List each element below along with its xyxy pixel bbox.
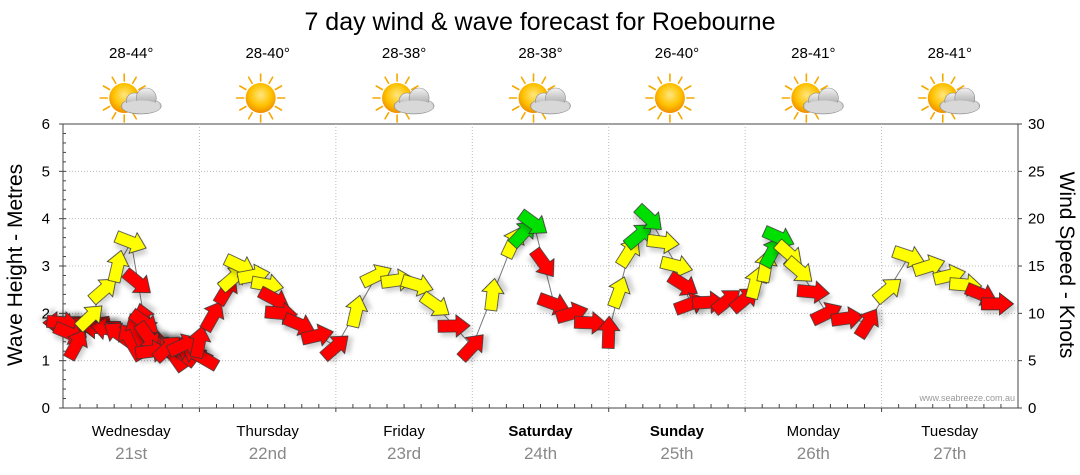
partly-cloudy-icon bbox=[781, 73, 844, 123]
wave-arrow-marker bbox=[853, 308, 879, 341]
left-axis-title: Wave Height - Metres bbox=[4, 164, 27, 366]
wave-arrow-marker bbox=[516, 208, 548, 234]
right-axis: 0 5 10 15 20 25 30 bbox=[1018, 116, 1045, 417]
wave-arrow-marker bbox=[911, 254, 946, 278]
day-name-label: Saturday bbox=[508, 423, 573, 440]
wave-arrow-marker bbox=[106, 249, 130, 284]
day-date-label: 21st bbox=[115, 444, 147, 463]
day-date-label: 27th bbox=[933, 444, 966, 463]
day-labels: Wednesday 21st Thursday 22nd Friday 23rd Satur… bbox=[92, 423, 979, 463]
right-tick-label: 0 bbox=[1028, 400, 1036, 417]
day-name-label: Tuesday bbox=[921, 423, 978, 440]
wave-arrow-marker bbox=[646, 230, 680, 255]
wave-arrow-marker bbox=[796, 280, 830, 304]
wave-arrow-marker bbox=[199, 301, 225, 334]
right-tick-label: 20 bbox=[1028, 211, 1045, 228]
right-tick-label: 25 bbox=[1028, 163, 1045, 180]
left-axis: 0 1 2 3 4 5 6 bbox=[42, 116, 66, 417]
partly-cloudy-icon bbox=[372, 73, 435, 123]
left-tick-label: 4 bbox=[42, 211, 50, 228]
chart-title: 7 day wind & wave forecast for Roebourne bbox=[304, 8, 775, 36]
wave-arrow-marker bbox=[87, 278, 117, 306]
partly-cloudy-icon bbox=[99, 73, 162, 123]
wave-arrow-marker bbox=[437, 314, 471, 338]
right-axis-title: Wind Speed - Knots bbox=[1055, 172, 1078, 359]
wave-arrow-marker bbox=[113, 230, 147, 254]
left-tick-label: 3 bbox=[42, 258, 50, 275]
right-tick-label: 5 bbox=[1028, 353, 1036, 370]
day-name-label: Sunday bbox=[650, 423, 705, 440]
sunny-icon bbox=[235, 73, 286, 123]
left-tick-label: 5 bbox=[42, 163, 50, 180]
wave-arrow-marker bbox=[121, 267, 151, 294]
watermark: www.seabreeze.com.au bbox=[918, 393, 1015, 403]
wave-arrow-marker bbox=[622, 224, 653, 251]
day-date-label: 25th bbox=[660, 444, 693, 463]
wave-arrow-marker bbox=[319, 335, 349, 363]
wave-arrow-marker bbox=[783, 255, 813, 282]
day-temperature: 28-44° bbox=[109, 45, 153, 62]
sunny-icon bbox=[645, 73, 695, 123]
wave-arrow-marker bbox=[981, 292, 1015, 316]
day-date-label: 22nd bbox=[249, 444, 287, 463]
day-name-label: Thursday bbox=[236, 423, 299, 440]
plot-grid bbox=[62, 123, 1019, 412]
wave-arrow-marker bbox=[300, 323, 334, 347]
day-temperature: 28-40° bbox=[245, 45, 289, 62]
wave-arrow-marker bbox=[871, 279, 902, 306]
wave-arrow-marker bbox=[659, 254, 694, 278]
day-temperature: 28-38° bbox=[518, 45, 562, 62]
wave-arrow-marker bbox=[529, 246, 555, 278]
day-temperature: 28-38° bbox=[382, 45, 426, 62]
wave-arrow-marker bbox=[481, 277, 505, 312]
day-temperature: 26-40° bbox=[655, 45, 699, 62]
wave-arrow-marker bbox=[666, 270, 698, 296]
wave-arrow-marker bbox=[418, 290, 450, 317]
wave-arrow-marker bbox=[345, 294, 369, 329]
day-date-label: 23rd bbox=[387, 444, 421, 463]
day-date-label: 24th bbox=[524, 444, 557, 463]
wave-arrow-marker bbox=[456, 334, 484, 363]
right-tick-label: 30 bbox=[1028, 116, 1045, 133]
day-temperature: 28-41° bbox=[928, 45, 972, 62]
right-tick-label: 10 bbox=[1028, 305, 1045, 322]
weather-row: 28-44° 28-40° 28-38° 28-38° 26-40° 28-41° 28-4… bbox=[99, 45, 981, 123]
day-name-label: Monday bbox=[787, 423, 841, 440]
left-tick-label: 1 bbox=[42, 353, 50, 370]
partly-cloudy-icon bbox=[508, 73, 571, 123]
left-tick-label: 0 bbox=[42, 400, 50, 417]
day-name-label: Friday bbox=[383, 423, 425, 440]
wave-arrow-marker bbox=[250, 273, 284, 297]
day-date-label: 26th bbox=[797, 444, 830, 463]
partly-cloudy-icon bbox=[917, 73, 981, 123]
left-tick-label: 6 bbox=[42, 116, 50, 133]
left-tick-label: 2 bbox=[42, 305, 50, 322]
wave-arrow-marker bbox=[596, 315, 621, 349]
wave-arrow-marker bbox=[633, 202, 662, 231]
wave-arrow-marker bbox=[607, 276, 631, 310]
day-name-label: Wednesday bbox=[92, 423, 171, 440]
right-tick-label: 15 bbox=[1028, 258, 1045, 275]
wave-arrow-marker bbox=[63, 329, 88, 362]
arrow-markers bbox=[42, 202, 1015, 374]
wave-arrow-marker bbox=[188, 325, 212, 360]
wave-arrow-marker bbox=[73, 305, 103, 333]
day-temperature: 28-41° bbox=[791, 45, 835, 62]
wave-arrow-marker bbox=[830, 306, 864, 330]
